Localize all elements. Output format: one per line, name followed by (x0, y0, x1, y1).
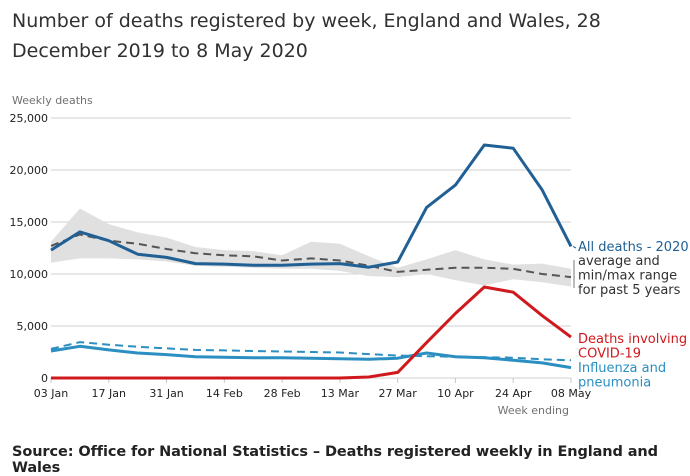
legend-leader-all-deaths (572, 245, 577, 249)
legend-all-deaths-2020-line: All deaths - 2020 (578, 240, 689, 255)
x-tick-label: 14 Feb (206, 387, 243, 400)
x-tick-label: 28 Feb (264, 387, 301, 400)
x-tick-label: 13 Mar (321, 387, 360, 400)
legend-covid-19-line: COVID-19 (578, 347, 641, 362)
y-tick-label: 0 (41, 372, 48, 385)
min-max-range-band (51, 208, 571, 287)
x-tick-label: 08 May (551, 387, 592, 400)
legend-covid-19: Deaths involving COVID-19 (578, 332, 687, 362)
x-tick-label: 31 Jan (149, 387, 183, 400)
series-layer (50, 143, 573, 380)
chart-title: Number of deaths registered by week, Eng… (12, 10, 601, 62)
x-tick-label: 10 Apr (437, 387, 474, 400)
x-axis-label: Week ending (498, 404, 569, 417)
legend-all-deaths-2020: All deaths - 2020 (578, 240, 689, 255)
legend-average-range-line: for past 5 years (578, 283, 681, 298)
y-axis-label: Weekly deaths (12, 94, 93, 107)
x-tick-label: 03 Jan (34, 387, 68, 400)
x-tick-label: 17 Jan (92, 387, 126, 400)
y-tick-label: 10,000 (10, 268, 49, 281)
legend-influenza-pneumonia-line: Influenza and (578, 361, 666, 376)
x-tick-label: 24 Apr (495, 387, 532, 400)
series-all-deaths-2020 (50, 143, 573, 269)
y-tick-label: 5,000 (17, 320, 49, 333)
series-influenza-2020 (50, 344, 572, 370)
legend-average-range-line: min/max range (578, 269, 677, 284)
legend-influenza-pneumonia-line: pneumonia (578, 376, 651, 391)
legend-influenza-pneumonia: Influenza and pneumonia (578, 361, 666, 391)
series-covid-19 (51, 285, 572, 380)
legend-average-range: average and min/max range for past 5 years (578, 254, 681, 298)
source-note: Source: Office for National Statistics –… (12, 444, 658, 476)
y-tick-label: 20,000 (10, 164, 49, 177)
legend-covid-19-line: Deaths involving (578, 332, 687, 347)
series-all-deaths-average (50, 233, 572, 279)
x-tick-label: 27 Mar (379, 387, 418, 400)
legend-average-range-line: average and (578, 254, 660, 269)
x-axis-ticks: 03 Jan 17 Jan 31 Jan 14 Feb 28 Feb 13 Mar 27 M… (34, 378, 592, 400)
y-tick-label: 15,000 (10, 216, 49, 229)
y-axis-ticks: 0 5,000 10,000 15,000 20,000 25,000 (10, 112, 49, 385)
y-tick-label: 25,000 (10, 112, 49, 125)
